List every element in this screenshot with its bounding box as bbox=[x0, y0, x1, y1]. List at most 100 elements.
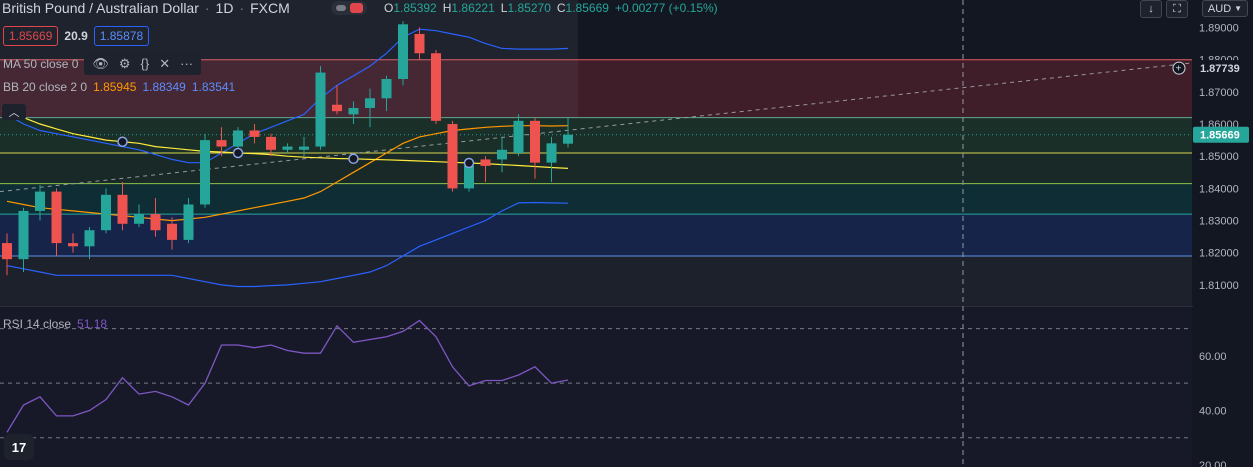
candle bbox=[2, 233, 12, 276]
ma-marker bbox=[348, 153, 359, 165]
candle bbox=[546, 136, 557, 182]
legend-header: British Pound / Australian Dollar · 1D ·… bbox=[2, 0, 290, 16]
alert-price-bg bbox=[1194, 60, 1248, 77]
candle-body bbox=[497, 149, 507, 160]
eye-icon[interactable]: 👁 bbox=[92, 56, 109, 71]
candle bbox=[101, 188, 111, 234]
bid-ask-row: 1.85669 20.9 1.85878 bbox=[3, 26, 150, 46]
candle-body bbox=[299, 146, 309, 150]
candle-body bbox=[18, 210, 29, 260]
bb-upper-value: 1.88349 bbox=[142, 80, 186, 94]
spread-value: 20.9 bbox=[64, 29, 88, 43]
candle-body bbox=[51, 191, 62, 244]
bb-upper-line bbox=[6, 28, 569, 164]
currency-select[interactable]: AUD ▼ bbox=[1202, 0, 1248, 17]
candle bbox=[35, 185, 45, 221]
scroll-down-button[interactable]: ↓ bbox=[1140, 0, 1162, 18]
candle-body bbox=[563, 134, 573, 144]
candle bbox=[18, 207, 29, 273]
candle bbox=[315, 66, 326, 150]
candle-body bbox=[414, 33, 425, 54]
arrow-down-icon: ↓ bbox=[1148, 3, 1154, 15]
bb-basis-line bbox=[6, 125, 569, 222]
candle-body bbox=[332, 104, 342, 112]
ma-legend[interactable]: MA 50 close 0 👁 ⚙ {} ✕ ··· bbox=[3, 53, 202, 75]
bb-legend[interactable]: BB 20 close 2 0 1.85945 1.88349 1.83541 bbox=[3, 80, 235, 94]
candle-body bbox=[2, 243, 12, 260]
candle bbox=[249, 124, 260, 144]
candle bbox=[513, 114, 524, 157]
close-value: C1.85669 bbox=[556, 1, 609, 15]
bb-lower-value: 1.83541 bbox=[191, 80, 236, 94]
rsi-tick-label: 40.00 bbox=[1199, 405, 1227, 417]
candle-body bbox=[35, 191, 45, 211]
high-value: H1.86221 bbox=[442, 1, 495, 15]
interval-label[interactable]: 1D bbox=[215, 0, 234, 16]
candle-body bbox=[68, 243, 78, 247]
fib-zone bbox=[0, 153, 1192, 184]
price-tick-label: 1.81000 bbox=[1199, 280, 1239, 292]
price-axis-background bbox=[1193, 0, 1253, 467]
candle bbox=[117, 181, 128, 231]
bb-basis-value: 1.85945 bbox=[93, 80, 137, 94]
candle-body bbox=[431, 53, 441, 121]
candle bbox=[282, 143, 293, 153]
candle bbox=[134, 204, 144, 227]
buy-price-button[interactable]: 1.85878 bbox=[93, 26, 150, 46]
market-status-toggle[interactable] bbox=[331, 1, 367, 15]
tradingview-logo-icon[interactable]: 17 bbox=[4, 434, 34, 460]
ma50-line bbox=[6, 110, 569, 169]
candle-body bbox=[315, 72, 326, 147]
candle-body bbox=[480, 159, 491, 166]
source-code-icon[interactable]: {} bbox=[140, 56, 150, 71]
bb-label: BB 20 close 2 0 bbox=[3, 80, 88, 94]
candle bbox=[150, 198, 161, 237]
candle-body bbox=[84, 230, 95, 247]
rsi-legend[interactable]: RSI 14 close 51.18 bbox=[3, 317, 107, 331]
fullscreen-button[interactable]: ⛶ bbox=[1166, 0, 1188, 18]
ma-marker bbox=[463, 157, 475, 169]
collapse-legend-button[interactable]: ︿ bbox=[2, 104, 26, 120]
candle bbox=[200, 133, 210, 208]
more-icon[interactable]: ··· bbox=[180, 56, 194, 71]
candle bbox=[414, 27, 425, 60]
currency-label: AUD bbox=[1207, 2, 1232, 15]
current-price-label: 1.85669 bbox=[1200, 130, 1240, 142]
candle-body bbox=[233, 130, 243, 147]
candle-body bbox=[266, 136, 276, 150]
symbol-name[interactable]: British Pound / Australian Dollar bbox=[2, 0, 199, 16]
candle-body bbox=[282, 146, 293, 150]
candle bbox=[68, 233, 78, 253]
fib-zone bbox=[0, 214, 1192, 256]
candle-body bbox=[167, 223, 177, 240]
price-tick-label: 1.82000 bbox=[1199, 248, 1239, 260]
price-tick-label: 1.84000 bbox=[1199, 183, 1239, 195]
fib-zone bbox=[0, 117, 1192, 153]
candle bbox=[398, 21, 408, 86]
price-tick-label: 1.89000 bbox=[1199, 23, 1239, 35]
rsi-tick-label: 60.00 bbox=[1199, 351, 1227, 363]
sell-price-button[interactable]: 1.85669 bbox=[3, 26, 59, 46]
fib-zone bbox=[0, 255, 1192, 306]
close-icon[interactable]: ✕ bbox=[159, 56, 171, 71]
candle bbox=[266, 133, 276, 157]
candle bbox=[348, 101, 359, 125]
candle-body bbox=[117, 194, 128, 224]
candle-body bbox=[101, 194, 111, 231]
candle bbox=[332, 85, 342, 115]
chevron-down-icon: ▼ bbox=[1234, 4, 1243, 13]
rsi-pane-background bbox=[0, 307, 1192, 467]
candle bbox=[299, 136, 309, 157]
gear-icon[interactable]: ⚙ bbox=[118, 56, 131, 71]
candle bbox=[51, 188, 62, 256]
candle-body bbox=[464, 165, 474, 189]
indicator-tools: 👁 ⚙ {} ✕ ··· bbox=[84, 53, 202, 75]
candle bbox=[84, 227, 95, 260]
ohlc-values: O1.85392 H1.86221 L1.85270 C1.85669 +0.0… bbox=[384, 1, 718, 15]
candle bbox=[216, 127, 227, 157]
open-value: O1.85392 bbox=[384, 1, 437, 15]
candle-body bbox=[150, 214, 161, 231]
candle bbox=[365, 88, 375, 128]
candle-body bbox=[365, 98, 375, 108]
